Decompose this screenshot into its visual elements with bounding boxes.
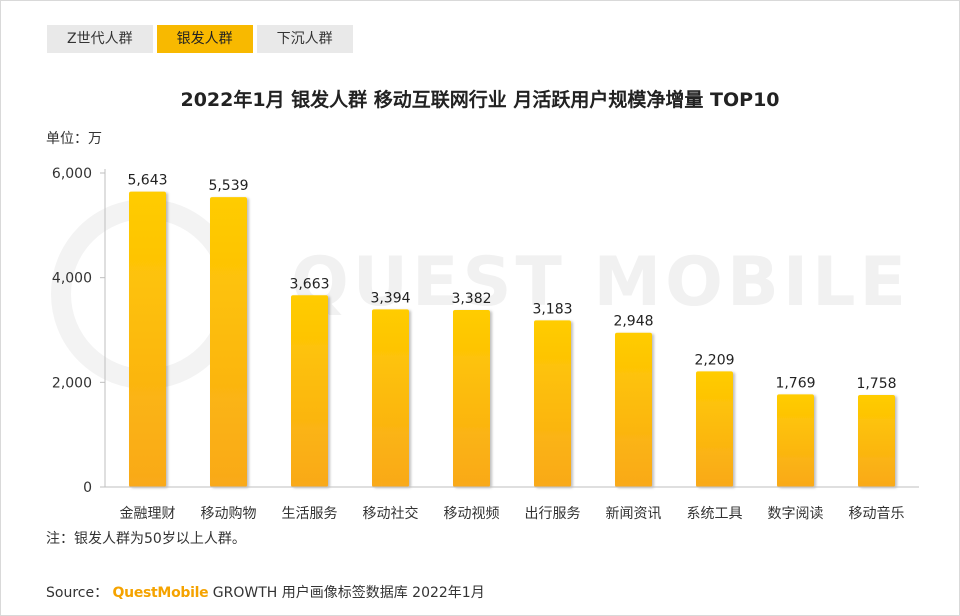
- x-category-label: 移动社交: [363, 505, 419, 522]
- x-category-label: 新闻资讯: [606, 506, 662, 522]
- bar-value-label: 3,382: [451, 291, 491, 307]
- bar: [858, 394, 895, 487]
- x-axis: 金融理财 移动购物 生活服务 移动社交 移动视频 出行服务 新闻资讯 系统工具 数字阅读 移动音乐: [105, 486, 919, 522]
- bar-value-label: 2,209: [694, 352, 734, 368]
- chart-title: 2022年1月 银发人群 移动互联网行业 月活跃用户规模净增量 TOP10: [180, 89, 780, 111]
- x-category-label: 生活服务: [282, 506, 338, 522]
- x-category-label: 移动音乐: [849, 505, 905, 522]
- x-category-label: 数字阅读: [768, 505, 824, 522]
- bar-value-label: 1,758: [856, 376, 896, 392]
- y-tick-label: 2,000: [52, 375, 92, 391]
- y-tick-label: 6,000: [52, 166, 92, 182]
- footnote: 注：银发人群为50岁以上人群。: [46, 531, 246, 547]
- bar: [291, 295, 328, 487]
- tab-silver[interactable]: 银发人群: [156, 25, 253, 53]
- bar-value-label: 5,539: [208, 178, 248, 194]
- x-category-label: 移动视频: [444, 506, 500, 522]
- bar-value-label: 3,394: [370, 290, 410, 306]
- source-prefix: Source：: [46, 585, 109, 601]
- bar: [453, 310, 490, 487]
- tab-lower-tier[interactable]: 下沉人群: [256, 25, 353, 53]
- bar-value-label: 5,643: [127, 173, 167, 189]
- y-tick-label: 4,000: [52, 271, 92, 287]
- bar: [534, 320, 571, 487]
- bars-group: 5,643 5,539 3,663 3,394 3,382 3,183 2,948 2,209…: [127, 173, 897, 488]
- bar: [129, 191, 166, 488]
- unit-label: 单位：万: [46, 131, 102, 147]
- tab-gen-z[interactable]: Z世代人群: [47, 25, 153, 53]
- y-tick-label: 0: [83, 480, 92, 496]
- x-category-label: 移动购物: [201, 506, 257, 522]
- source-detail: GROWTH 用户画像标签数据库 2022年1月: [212, 585, 485, 601]
- source-brand: QuestMobile: [112, 585, 209, 601]
- bar-value-label: 2,948: [613, 314, 653, 330]
- y-axis: 0 2,000 4,000 6,000: [52, 166, 106, 496]
- x-category-label: 金融理财: [120, 506, 176, 522]
- bar: [210, 197, 247, 487]
- bar: [696, 371, 733, 487]
- bar-value-label: 3,663: [289, 276, 329, 292]
- bar-value-label: 3,183: [532, 301, 572, 317]
- source-line: Source： QuestMobile GROWTH 用户画像标签数据库 202…: [46, 582, 485, 602]
- x-category-label: 出行服务: [525, 506, 581, 522]
- bar-value-label: 1,769: [775, 375, 815, 391]
- bar: [372, 309, 409, 487]
- audience-tabs: Z世代人群 银发人群 下沉人群: [47, 25, 353, 53]
- bar: [777, 394, 814, 487]
- bar: [615, 332, 652, 487]
- x-category-label: 系统工具: [687, 506, 743, 522]
